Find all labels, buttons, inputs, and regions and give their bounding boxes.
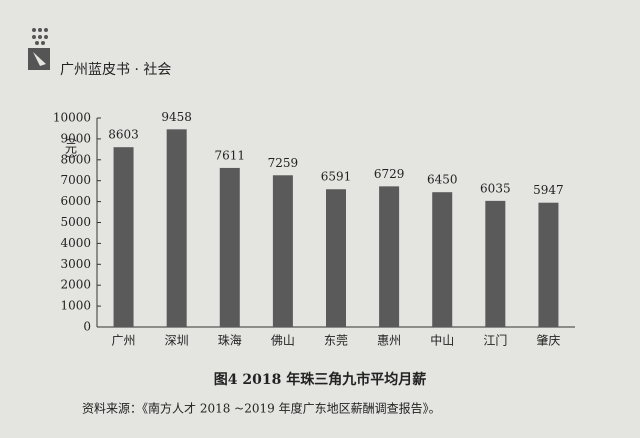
header-title: 广州蓝皮书 · 社会 bbox=[60, 62, 171, 78]
x-tick-label: 广州 bbox=[112, 334, 136, 348]
y-tick-label: 7000 bbox=[60, 173, 91, 187]
x-tick-label: 深圳 bbox=[165, 334, 189, 348]
bar bbox=[432, 192, 453, 327]
source-note: 资料来源：《南方人才 2018 ~2019 年度广东地区薪酬调查报告》。 bbox=[82, 401, 441, 416]
bar bbox=[272, 175, 293, 327]
x-tick-label: 江门 bbox=[483, 333, 507, 348]
bar bbox=[379, 186, 400, 327]
y-tick-label: 5000 bbox=[60, 215, 91, 229]
data-label: 6450 bbox=[427, 173, 458, 187]
y-axis-label: （元） bbox=[64, 130, 78, 166]
data-label: 9458 bbox=[161, 110, 192, 124]
data-label: 7259 bbox=[268, 156, 299, 170]
x-tick-label: 肇庆 bbox=[536, 333, 560, 348]
x-tick-label: 中山 bbox=[430, 333, 454, 348]
y-tick-label: 0 bbox=[83, 320, 91, 334]
bar bbox=[219, 167, 240, 327]
header-icon bbox=[28, 28, 50, 70]
y-tick-label: 8000 bbox=[60, 152, 91, 166]
y-tick-label: 9000 bbox=[60, 131, 91, 145]
bar bbox=[485, 200, 506, 327]
x-tick-label: 佛山 bbox=[271, 334, 295, 348]
y-tick-label: 1000 bbox=[60, 299, 91, 313]
bar bbox=[166, 129, 187, 327]
bar bbox=[113, 147, 134, 327]
chart-title: 图4 2018 年珠三角九市平均月薪 bbox=[214, 371, 426, 388]
data-label: 7611 bbox=[215, 148, 246, 162]
bar bbox=[326, 189, 346, 327]
y-tick-label: 4000 bbox=[60, 236, 91, 250]
data-label: 8603 bbox=[108, 128, 139, 142]
data-label: 6035 bbox=[480, 181, 511, 195]
bar bbox=[538, 202, 559, 327]
data-label: 6729 bbox=[374, 167, 405, 181]
data-label: 5947 bbox=[533, 183, 564, 197]
x-tick-label: 东莞 bbox=[324, 334, 348, 348]
data-label: 6591 bbox=[321, 170, 352, 184]
y-tick-label: 10000 bbox=[53, 111, 91, 125]
y-tick-label: 6000 bbox=[60, 194, 91, 208]
y-tick-label: 3000 bbox=[60, 257, 91, 271]
x-tick-label: 惠州 bbox=[377, 334, 401, 348]
y-tick-label: 2000 bbox=[60, 278, 91, 292]
x-tick-label: 珠海 bbox=[218, 333, 242, 348]
